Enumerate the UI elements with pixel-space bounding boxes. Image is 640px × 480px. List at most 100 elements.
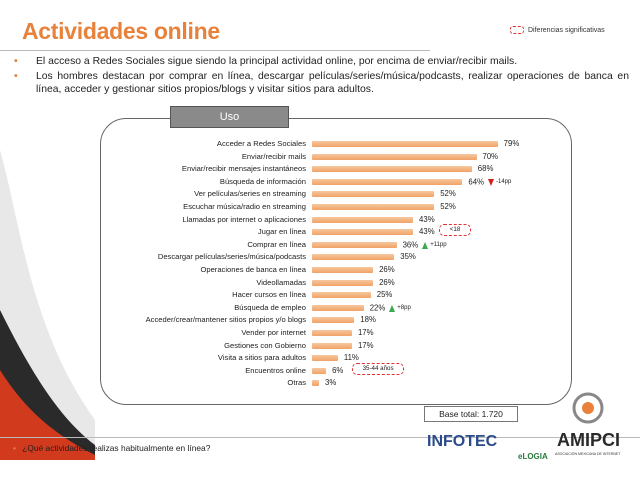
bar-value-label: 18% [360, 315, 376, 325]
bar-row: Gestiones con Gobierno 17% [0, 340, 640, 353]
bar-value-label: 11% [343, 353, 359, 363]
bar-value: 43% [419, 214, 435, 227]
bar-value: 52% [440, 201, 456, 214]
bar-row: Hacer cursos en línea 25% [0, 289, 640, 302]
chart-panel [100, 118, 572, 405]
bar-label: Vender por internet [241, 328, 306, 337]
bar-value-label: 43% [419, 227, 435, 237]
segment-note: 35-44 años [352, 362, 405, 375]
bar [312, 241, 397, 248]
bar [312, 141, 498, 147]
bar-value-label: 22% [369, 303, 386, 313]
bar-value: 6% [332, 365, 343, 378]
bar-label: Enviar/recibir mails [241, 151, 306, 161]
bar-row: Vender por internet 17% [0, 327, 640, 340]
significance-legend: Diferencias significativas [510, 26, 605, 34]
bar [312, 330, 352, 336]
elogia-logo: eLOGIA [518, 452, 548, 461]
bar-value-label: 17% [357, 340, 374, 350]
bar-value-label: 36% [402, 240, 419, 250]
bar [312, 153, 477, 160]
bar-row: Comprar en línea 36% +11pp [0, 239, 640, 252]
bar-label: Otras [287, 378, 306, 388]
bar-value-label: 52% [440, 202, 456, 211]
bar-value: 26% [379, 264, 395, 277]
bar-value: 64% -14pp [468, 176, 511, 189]
chart-tab-label: Uso [170, 106, 289, 128]
bar-value-label: 26% [379, 265, 395, 274]
bar-row: Escuchar música/radio en streaming 52% [0, 201, 640, 214]
bar-label: Búsqueda de información [219, 176, 306, 186]
bar-label: Videollamadas [256, 277, 306, 287]
survey-question-text: ¿Qué actividades realizas habitualmente … [22, 443, 211, 453]
bar [312, 279, 374, 286]
bar-value-label: 6% [332, 365, 344, 375]
title-divider [0, 50, 430, 51]
bar-value-label: 52% [440, 189, 456, 199]
bar [312, 267, 374, 273]
base-total: Base total: 1.720 [424, 406, 518, 422]
bar-label: Visita a sitios para adultos [217, 353, 306, 363]
bar [312, 367, 327, 374]
bar-value: 22% +8pp [370, 302, 411, 315]
bar-value: 3% [325, 377, 336, 390]
bar [312, 229, 414, 236]
bar-value-label: 70% [482, 151, 499, 161]
bar-label: Comprar en línea [247, 239, 306, 249]
bullet-icon: • [13, 443, 16, 453]
bar [312, 355, 338, 362]
bullet-icon: • [14, 56, 18, 67]
bar-value-label: 3% [325, 378, 337, 388]
bar [312, 342, 352, 349]
bar [312, 204, 435, 210]
bar [312, 216, 414, 223]
bar-label: Acceder/crear/mantener sitios propios y/… [145, 315, 306, 325]
bar-value: 17% [358, 327, 374, 340]
bar-row: Búsqueda de empleo 22% +8pp [0, 302, 640, 315]
bar-value-label: 68% [477, 164, 494, 174]
change-label: +11pp [430, 241, 447, 248]
bar-row: Enviar/recibir mensajes instantáneos 68% [0, 163, 640, 176]
bar-row: Encuentros online 6% 35-44 años [0, 362, 640, 378]
bullet-item: • El acceso a Redes Sociales sigue siend… [14, 55, 629, 68]
bar-value-label: 35% [400, 252, 416, 262]
bar-value-label: 43% [419, 214, 435, 224]
bar-row: Llamadas por internet o aplicaciones 43% [0, 214, 640, 227]
bar [312, 191, 435, 198]
bullet-item: • Los hombres destacan por comprar en lí… [14, 70, 629, 96]
page-title: Actividades online [22, 18, 220, 44]
bar [312, 254, 395, 261]
bar-label: Descargar películas/series/música/podcas… [157, 252, 306, 262]
bar-label: Acceder a Redes Sociales [216, 139, 306, 148]
bar-value: 18% [360, 314, 376, 327]
bar-row: Otras 3% [0, 377, 640, 390]
dashed-box-icon [510, 26, 524, 34]
bar [312, 166, 472, 173]
bar-value-label: 25% [376, 290, 393, 300]
bar-row: Acceder/crear/mantener sitios propios y/… [0, 314, 640, 327]
bullet-text: El acceso a Redes Sociales sigue siendo … [36, 56, 518, 67]
infotec-logo: INFOTEC [427, 433, 498, 450]
bar-label: Operaciones de banca en línea [200, 265, 306, 274]
down-arrow-icon [488, 178, 494, 186]
bar [312, 178, 463, 185]
bar-label: Gestiones con Gobierno [224, 340, 306, 350]
up-arrow-icon [389, 304, 396, 312]
bar-row: Jugar en línea 43% <18 [0, 224, 640, 239]
bar-row: Acceder a Redes Sociales 79% [0, 138, 640, 151]
summary-bullets: • El acceso a Redes Sociales sigue siend… [14, 55, 629, 98]
bar-label: Ver películas/series en streaming [194, 189, 306, 199]
amipci-logo: AMIPCI [557, 430, 620, 450]
bar-label: Encuentros online [245, 365, 306, 375]
bar-label: Jugar en línea [257, 227, 306, 237]
bar-label: Búsqueda de empleo [234, 302, 306, 312]
bar-value: 11% [344, 352, 359, 365]
bar-row: Ver películas/series en streaming 52% [0, 188, 640, 201]
bar-value: 43% [419, 226, 435, 239]
bar-label: Escuchar música/radio en streaming [183, 202, 306, 211]
up-arrow-icon [422, 241, 429, 249]
amipci-logo-subtitle: ASOCIACIÓN MEXICANA DE INTERNET [555, 452, 621, 456]
bullet-icon: • [14, 71, 18, 82]
bar [312, 304, 364, 311]
bar-value-label: 17% [357, 328, 374, 337]
